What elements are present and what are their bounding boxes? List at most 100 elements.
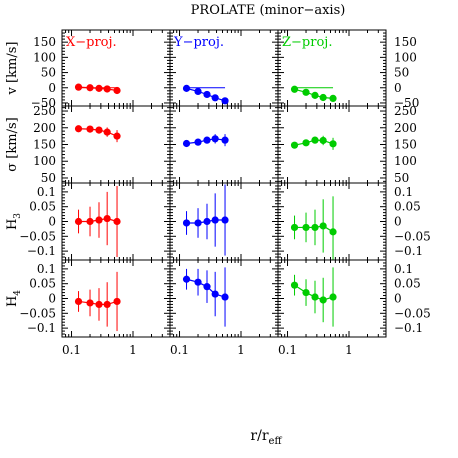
y-tick-label-left: 250 [33,104,56,118]
y-axis-label-subscript: 3 [13,213,23,219]
data-point [103,128,111,136]
data-point [329,94,337,102]
y-tick-label-right: 150 [394,35,417,49]
data-point [290,85,299,93]
data-point [194,219,202,227]
y-tick-label-left: 0 [48,81,56,95]
chart-title: PROLATE (minor−axis) [191,3,346,18]
y-tick-label-right: −0.1 [394,244,423,258]
data-point [329,140,337,148]
y-axis-label-main: H [5,296,20,307]
panel-r1-c1 [169,105,279,184]
data-point [211,135,219,143]
y-tick-label-right: 50 [394,171,409,185]
y-tick-label-right: −0.05 [394,306,431,320]
data-point [319,296,327,304]
data-point [290,223,299,232]
y-tick-label-left: −0.05 [19,306,56,320]
y-axis-label-main: H [5,219,20,230]
data-point [311,293,319,301]
x-tick-label: 0.1 [62,343,81,357]
panel-r3-c1: 0.1 1 [169,259,279,357]
y-tick-label-left: −0.1 [27,321,56,335]
data-point [74,125,83,133]
data-point [302,288,310,297]
y-tick-label-right: 0.05 [394,200,421,214]
data-point [329,228,337,236]
y-tick-label-left: 50 [41,171,56,185]
data-point [194,138,202,146]
x-axis-label: r/reff [250,428,282,447]
y-tick-label-right: 100 [394,154,417,168]
data-point [74,217,83,226]
panel-frame [61,105,171,184]
panel-r0-c2: Z−proj. [277,29,387,107]
x-axis-label-subscript: eff [269,436,283,447]
data-point [113,297,121,306]
panel-r3-c2: 0.1 1 [277,259,387,357]
x-tick-label: 1 [237,343,245,357]
data-point [95,300,103,309]
x-tick-label: 1 [345,343,353,357]
data-point [290,281,299,289]
data-point [203,136,211,144]
data-point [221,136,229,144]
y-tick-label-right: 0 [394,292,402,306]
data-point [221,216,229,224]
data-point [113,132,121,140]
data-point [211,216,219,224]
data-point [311,136,319,144]
data-point [103,85,111,93]
y-tick-label-right: −0.05 [394,229,431,243]
data-point [86,217,94,226]
data-point [319,93,327,102]
data-point [182,139,191,148]
data-point [95,84,103,92]
y-tick-label-right: 250 [394,104,417,118]
y-tick-label-right: 50 [394,66,409,80]
series-label: Y−proj. [173,35,224,50]
y-tick-label-right: 150 [394,138,417,152]
data-point [74,83,83,91]
y-tick-label-left: 150 [33,138,56,152]
data-point [86,299,94,307]
y-tick-label-right: 0 [394,81,402,95]
x-tick-label: 0.1 [170,343,189,357]
data-point [86,125,94,133]
data-point [95,126,103,134]
data-point [221,97,229,105]
x-axis-label-main: r/r [250,428,268,444]
data-point [311,223,319,232]
data-point [86,84,94,92]
data-point [95,216,103,224]
panel-r1-c2 [277,105,387,184]
y-axis-label-main: v [km/s] [5,42,20,96]
y-tick-label-left: −0.1 [27,244,56,258]
x-tick-label: 1 [129,343,137,357]
panel-r0-c1: Y−proj. [169,29,279,107]
data-point [182,275,191,283]
data-point [74,297,83,306]
data-point [203,217,211,226]
y-axis-label-subscript: 4 [13,290,23,296]
data-point [113,217,121,226]
data-point [182,84,191,92]
panel-r2-c1 [169,182,279,261]
data-point [221,293,229,301]
y-tick-label-left: 150 [33,35,56,49]
panel-r2-c0 [61,182,171,261]
y-tick-label-left: 100 [33,50,56,64]
data-point [194,87,202,96]
data-point [302,223,310,232]
data-point [203,283,211,291]
y-tick-label-right: 0.05 [394,277,421,291]
data-point [194,278,202,286]
y-tick-label-right: −0.1 [394,321,423,335]
data-point [302,88,310,96]
series-label: X−proj. [66,35,117,50]
y-tick-label-right: 100 [394,50,417,64]
y-tick-label-right: 0 [394,215,402,229]
y-tick-label-left: 50 [41,66,56,80]
